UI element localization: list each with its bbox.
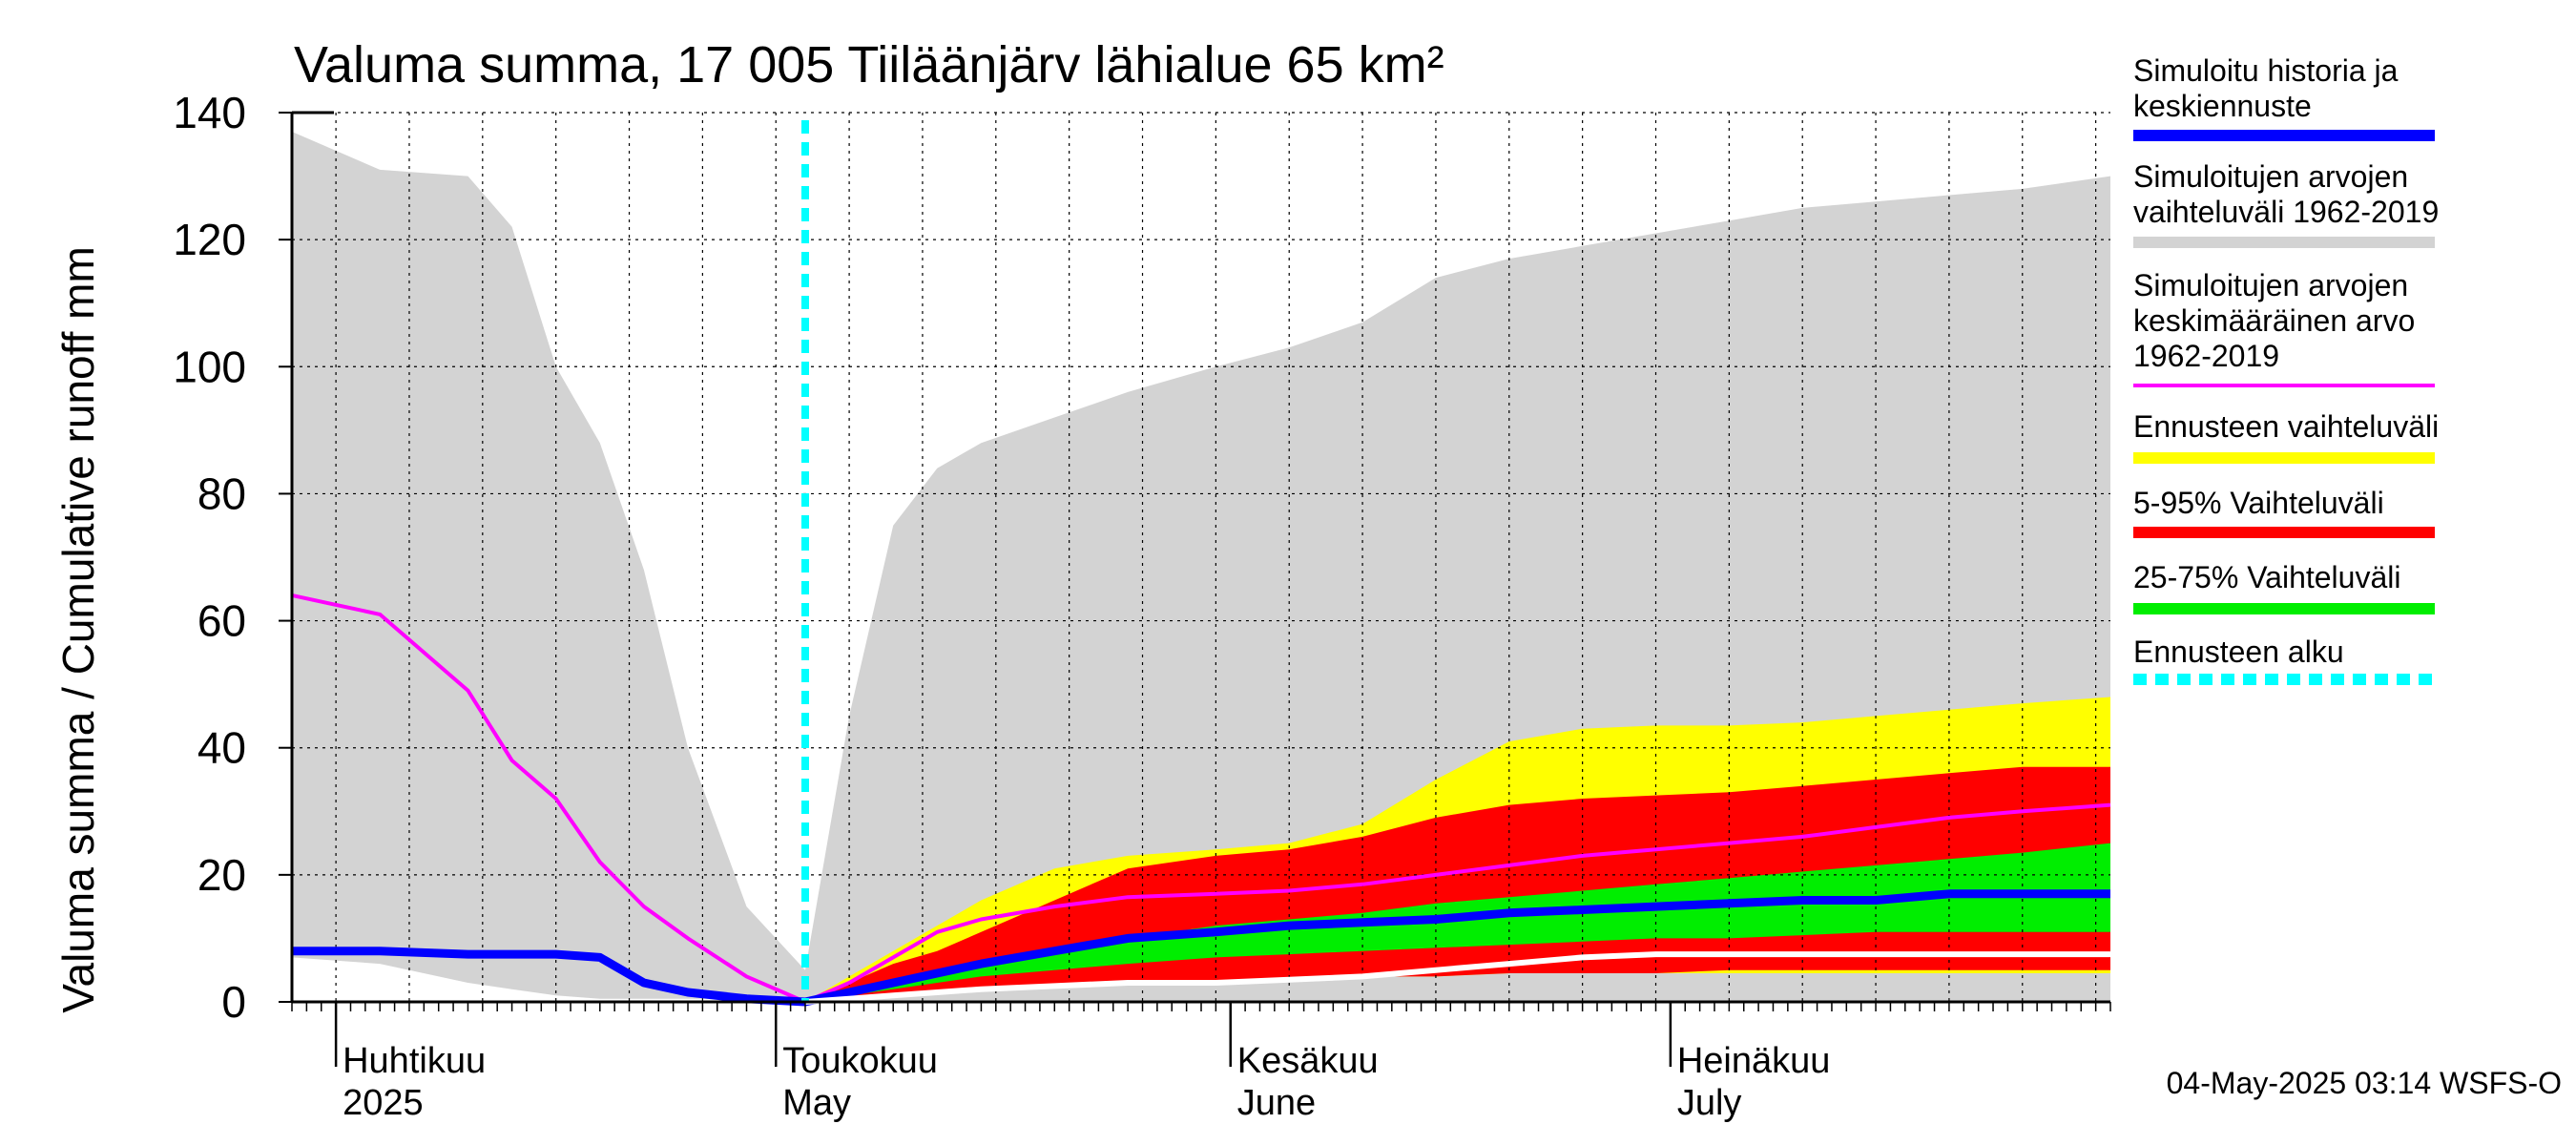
y-tick-label: 20	[197, 850, 246, 900]
legend-label: Simuloitu historia ja	[2133, 53, 2399, 88]
month-label: Heinäkuu	[1677, 1041, 1831, 1081]
plot-areas	[292, 132, 2110, 1002]
y-tick-label: 140	[173, 88, 246, 137]
y-tick-label: 100	[173, 342, 246, 391]
series-line-6	[804, 951, 2110, 1005]
month-sublabel: June	[1237, 1083, 1316, 1123]
legend-label: vaihteluväli 1962-2019	[2133, 195, 2439, 229]
series-lines	[291, 120, 2111, 1007]
month-sublabel: July	[1677, 1083, 1742, 1123]
y-tick-label: 40	[197, 723, 246, 773]
month-label: Kesäkuu	[1237, 1041, 1379, 1081]
legend-label: Ennusteen vaihteluväli	[2133, 409, 2439, 444]
legend-label: Ennusteen alku	[2133, 635, 2344, 669]
legend-label: keskimääräinen arvo	[2133, 303, 2415, 338]
chart-title: Valuma summa, 17 005 Tiiläänjärv lähialu…	[294, 36, 1444, 94]
legend-label: 25-75% Vaihteluväli	[2133, 560, 2400, 594]
series-line-5	[292, 889, 2110, 1007]
y-tick-label: 120	[173, 215, 246, 264]
y-tick-label: 60	[197, 596, 246, 646]
y-axis-label: Valuma summa / Cumulative runoff mm	[53, 246, 103, 1013]
month-label: Toukokuu	[782, 1041, 938, 1081]
y-tick-label: 80	[197, 468, 246, 518]
grid-lines	[292, 112, 2110, 1002]
footer-timestamp: 04-May-2025 03:14 WSFS-O	[2167, 1066, 2562, 1100]
month-label: Huhtikuu	[343, 1041, 486, 1081]
legend-label: keskiennuste	[2133, 89, 2312, 123]
legend-label: 1962-2019	[2133, 339, 2279, 373]
legend-label: 5-95% Vaihteluväli	[2133, 486, 2384, 520]
month-sublabel: 2025	[343, 1083, 424, 1123]
y-tick-label: 0	[221, 977, 246, 1027]
month-sublabel: May	[782, 1083, 851, 1123]
series-line-4	[291, 593, 2111, 1004]
band-area-3	[805, 843, 2110, 1002]
legend-label: Simuloitujen arvojen	[2133, 159, 2408, 194]
legend-label: Simuloitujen arvojen	[2133, 268, 2408, 302]
